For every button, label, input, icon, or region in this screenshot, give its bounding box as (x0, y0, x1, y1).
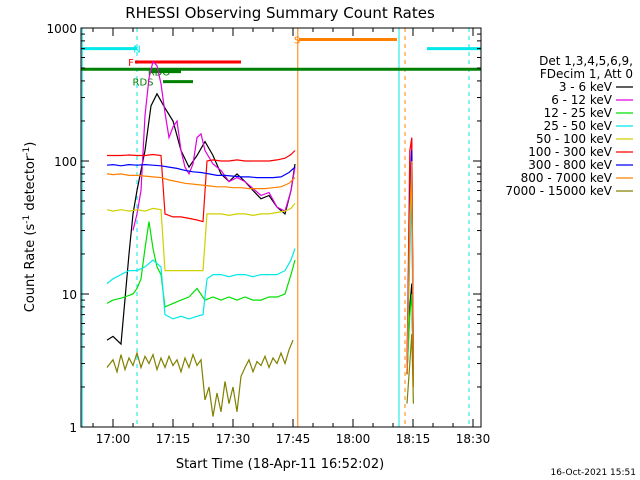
legend-item-label: 300 - 800 keV (528, 158, 612, 172)
series-line-1 (106, 92, 296, 346)
plot-frame (80, 27, 482, 428)
legend: Det 1,3,4,5,6,9, FDecim 1, Att 0 3 - 6 k… (505, 54, 633, 198)
x-tick-label: 18:15 (396, 432, 431, 446)
y-tick-label: 1 (69, 421, 77, 435)
series-line-5 (106, 203, 296, 272)
x-tick-label: 17:30 (216, 432, 251, 446)
x-tick-label: 17:15 (156, 432, 191, 446)
legend-item-label: 50 - 100 keV (536, 132, 613, 146)
series-line-4 (106, 248, 296, 320)
annotation-label-f: F (128, 58, 134, 69)
y-axis-label: Count Rate (s-1 detector-1) (22, 142, 38, 313)
legend-item-label: 100 - 300 keV (528, 145, 612, 159)
legend-item-label: 25 - 50 keV (544, 119, 613, 133)
y-tick-label: 10 (62, 288, 77, 302)
series-line-3 (106, 221, 296, 308)
legend-item-label: 7000 - 15000 keV (505, 184, 612, 198)
legend-item-label: 6 - 12 keV (551, 93, 613, 107)
timestamp: 16-Oct-2021 15:51 (551, 468, 636, 478)
legend-header-line-1: Det 1,3,4,5,6,9, (539, 54, 633, 68)
annotation-label-rds: RDS (133, 78, 154, 89)
series-line-2 (132, 60, 296, 231)
series-line-9 (406, 333, 414, 404)
series-line-6 (107, 150, 296, 223)
legend-item-label: 12 - 25 keV (544, 106, 613, 120)
x-tick-label: 17:45 (276, 432, 311, 446)
x-axis: 17:00 17:15 17:30 17:45 18:00 18:15 18:30 (92, 28, 491, 446)
series-line-8 (406, 160, 414, 388)
annotation-label-s: S (294, 35, 300, 46)
x-tick-label: 17:00 (96, 432, 131, 446)
y-axis: 1 10 100 1000 (46, 22, 481, 435)
x-tick-label: 18:30 (456, 432, 491, 446)
series-line-8 (106, 173, 296, 190)
annotation-label-n: N (133, 45, 140, 56)
y-tick-label: 100 (54, 155, 77, 169)
legend-item-label: 800 - 7000 keV (521, 171, 613, 185)
legend-item-label: 3 - 6 keV (559, 80, 613, 94)
x-tick-label: 18:00 (336, 432, 371, 446)
series-line-9 (106, 339, 294, 417)
x-axis-label: Start Time (18-Apr-11 16:52:02) (176, 457, 384, 472)
y-tick-label: 1000 (46, 22, 77, 36)
legend-header-line-2: FDecim 1, Att 0 (540, 67, 633, 81)
chart-title: RHESSI Observing Summary Count Rates (125, 4, 435, 22)
series-line-7 (106, 163, 296, 179)
